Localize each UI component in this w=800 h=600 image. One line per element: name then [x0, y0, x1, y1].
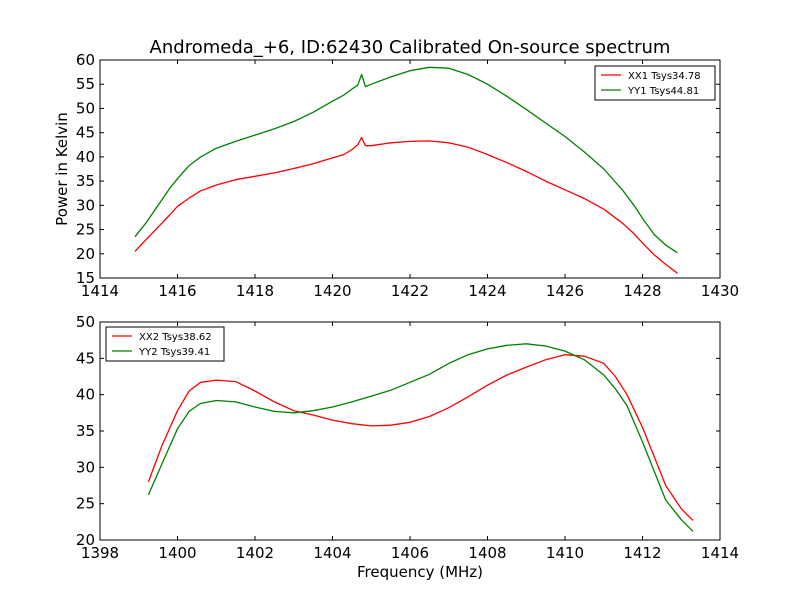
y-tick-label: 50	[76, 313, 95, 331]
x-tick-label: 1426	[546, 282, 584, 300]
x-tick-label: 1420	[313, 282, 351, 300]
x-tick-label: 1400	[158, 544, 196, 562]
y-tick-label: 20	[76, 245, 95, 263]
x-tick-label: 1430	[701, 282, 739, 300]
series-line-yy1	[134, 66, 678, 254]
x-tick-label: 1404	[313, 544, 351, 562]
chart-panel-2: 1398 1400 1402 1404 1406 1408 1410 1412 1414 20 25…	[76, 313, 739, 581]
y-tick-label: 30	[76, 196, 95, 214]
x-tick-label: 1410	[546, 544, 584, 562]
x-tick-label: 1406	[391, 544, 429, 562]
chart-panel-1: 1414 1416 1418 1420 1422 1424 1426 1428 1430 15 20…	[53, 51, 739, 300]
x-axis-label: Frequency (MHz)	[357, 563, 483, 581]
y-tick-label: 40	[76, 148, 95, 166]
legend-entry-label: XX1 Tsys34.78	[628, 71, 701, 82]
y-tick-label: 20	[76, 531, 95, 549]
series-line-xx1	[134, 136, 678, 274]
plot-layer: 1414 1416 1418 1420 1422 1424 1426 1428 1430 15 20…	[53, 51, 739, 581]
chart-title: Andromeda_+6, ID:62430 Calibrated On-sou…	[150, 37, 671, 58]
series-line-yy2	[147, 343, 694, 532]
y-tick-label: 25	[76, 221, 95, 239]
x-tick-label: 1428	[623, 282, 661, 300]
x-tick-label: 1422	[391, 282, 429, 300]
x-tick-label: 1416	[158, 282, 196, 300]
y-tick-label: 15	[76, 269, 95, 287]
legend-box	[105, 326, 225, 362]
x-tick-label: 1418	[236, 282, 274, 300]
legend-box	[594, 65, 716, 101]
y-tick-label: 60	[76, 51, 95, 69]
x-tick-label: 1424	[468, 282, 506, 300]
y-axis-label: Power in Kelvin	[53, 112, 71, 226]
y-tick-label: 35	[76, 172, 95, 190]
y-tick-label: 55	[76, 75, 95, 93]
y-tick-label: 45	[76, 349, 95, 367]
x-tick-label: 1402	[236, 544, 274, 562]
chart-legend: XX1 Tsys34.78 YY1 Tsys44.81	[594, 65, 716, 101]
x-tick-label: 1408	[468, 544, 506, 562]
x-tick-label: 1414	[701, 544, 739, 562]
x-tick-label: 1412	[623, 544, 661, 562]
chart-legend: XX2 Tsys38.62 YY2 Tsys39.41	[105, 326, 225, 362]
y-tick-label: 25	[76, 495, 95, 513]
y-tick-label: 35	[76, 422, 95, 440]
y-tick-label: 45	[76, 124, 95, 142]
legend-entry-label: YY2 Tsys39.41	[138, 347, 210, 358]
legend-entry-label: XX2 Tsys38.62	[139, 332, 212, 343]
series-line-xx2	[147, 354, 694, 521]
x-tick-label: 1414	[81, 282, 119, 300]
y-tick-label: 40	[76, 386, 95, 404]
y-tick-label: 30	[76, 458, 95, 476]
y-tick-label: 50	[76, 99, 95, 117]
x-tick-label: 1398	[81, 544, 119, 562]
legend-entry-label: YY1 Tsys44.81	[627, 86, 699, 97]
